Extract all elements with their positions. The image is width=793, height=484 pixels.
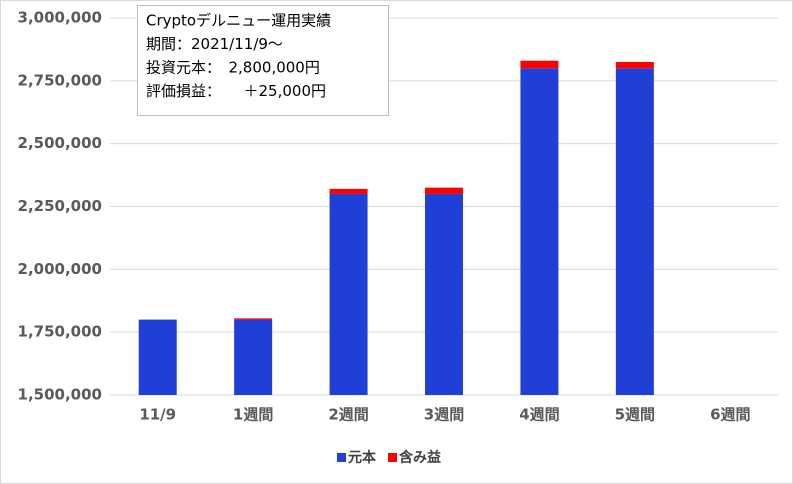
bar-segment (520, 60, 559, 69)
annotation-line: 期間：2021/11/9～ (146, 35, 283, 53)
annotation-line: Cryptoデルニュー運用実績 (146, 12, 331, 30)
x-tick-label: 2週間 (328, 406, 368, 424)
y-tick-label: 2,250,000 (18, 197, 102, 215)
annotation-line: 評価損益： ＋25,000円 (146, 82, 326, 100)
bar-segment (234, 318, 273, 320)
x-tick-label: 3週間 (424, 406, 464, 424)
x-tick-label: 1週間 (233, 406, 273, 424)
bar-segment (234, 319, 273, 395)
y-tick-label: 2,500,000 (18, 134, 102, 152)
bar-segment (615, 61, 654, 69)
y-tick-label: 2,750,000 (18, 71, 102, 89)
bar-segment (425, 187, 463, 194)
bar-segment (615, 68, 654, 396)
legend-swatch (337, 453, 346, 462)
y-tick-label: 2,000,000 (18, 260, 102, 278)
legend-label: 元本 (348, 449, 377, 466)
y-tick-label: 1,500,000 (18, 386, 102, 404)
bar-segment (329, 188, 368, 194)
y-tick-label: 3,000,000 (18, 9, 102, 27)
annotation-line: 投資元本： 2,800,000円 (146, 59, 320, 77)
x-tick-label: 11/9 (139, 406, 176, 424)
y-tick-label: 1,750,000 (18, 323, 102, 341)
x-tick-label: 4週間 (519, 406, 559, 424)
legend-label: 含み益 (399, 449, 441, 466)
bar-segment (520, 68, 559, 396)
x-tick-label: 5週間 (615, 406, 655, 424)
bar-segment (329, 193, 368, 395)
bar-segment (425, 193, 463, 395)
legend-swatch (388, 453, 397, 462)
bar-segment (138, 319, 177, 395)
x-tick-label: 6週間 (710, 406, 750, 424)
annotation-box (137, 5, 389, 116)
